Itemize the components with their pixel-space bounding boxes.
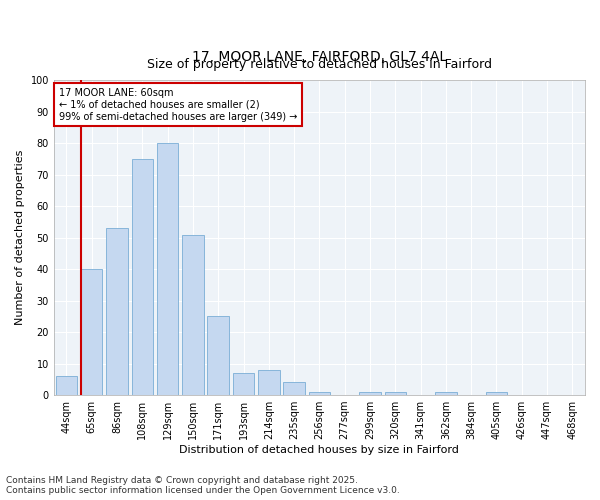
Bar: [486, 392, 507, 395]
Bar: [258, 370, 280, 395]
Bar: [182, 234, 203, 395]
Bar: [283, 382, 305, 395]
Bar: [81, 269, 103, 395]
Bar: [385, 392, 406, 395]
Bar: [359, 392, 381, 395]
Bar: [435, 392, 457, 395]
Bar: [308, 392, 330, 395]
Y-axis label: Number of detached properties: Number of detached properties: [15, 150, 25, 326]
Text: Contains HM Land Registry data © Crown copyright and database right 2025.
Contai: Contains HM Land Registry data © Crown c…: [6, 476, 400, 495]
Bar: [208, 316, 229, 395]
Bar: [233, 373, 254, 395]
Title: 17, MOOR LANE, FAIRFORD, GL7 4AL: 17, MOOR LANE, FAIRFORD, GL7 4AL: [192, 50, 447, 64]
X-axis label: Distribution of detached houses by size in Fairford: Distribution of detached houses by size …: [179, 445, 460, 455]
Bar: [157, 144, 178, 395]
Text: Size of property relative to detached houses in Fairford: Size of property relative to detached ho…: [147, 58, 492, 71]
Bar: [131, 159, 153, 395]
Bar: [106, 228, 128, 395]
Bar: [56, 376, 77, 395]
Text: 17 MOOR LANE: 60sqm
← 1% of detached houses are smaller (2)
99% of semi-detached: 17 MOOR LANE: 60sqm ← 1% of detached hou…: [59, 88, 298, 122]
